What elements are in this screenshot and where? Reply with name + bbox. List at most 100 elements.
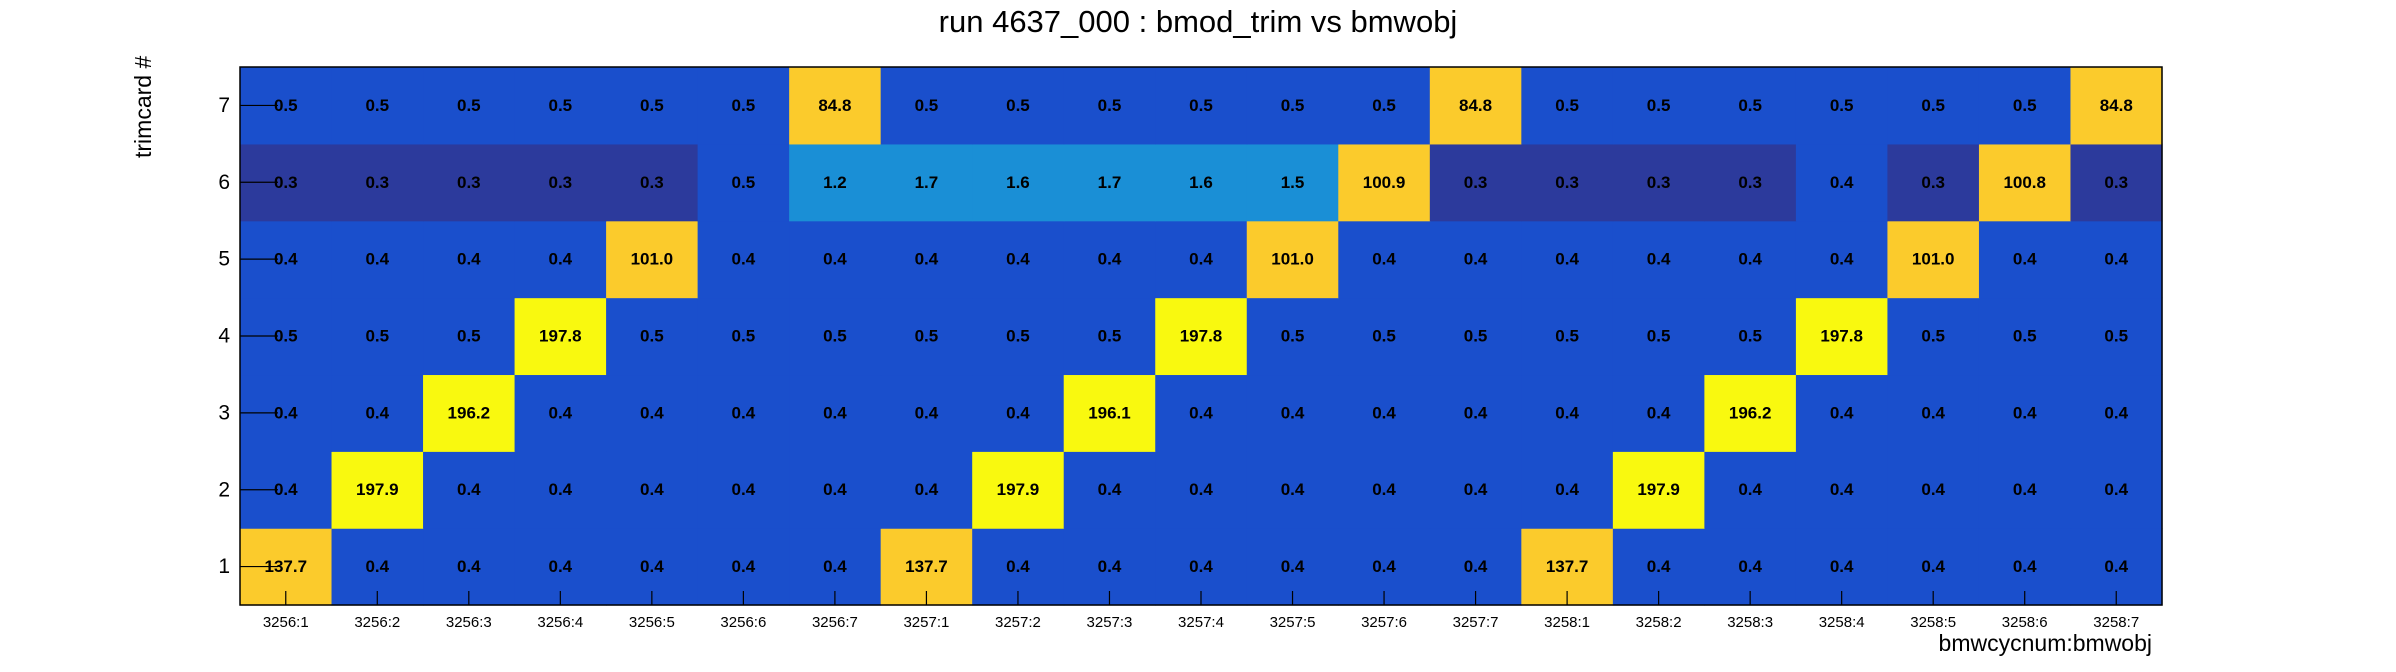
cell-value-label: 0.3 (457, 173, 481, 192)
cell-value-label: 0.3 (1464, 173, 1488, 192)
x-tick-label: 3256:4 (537, 614, 583, 631)
heatmap-cell (1338, 374, 1431, 452)
cell-value-label: 0.4 (1555, 250, 1579, 269)
heatmap-cell (423, 451, 516, 529)
heatmap-cell (606, 374, 699, 452)
cell-value-label: 101.0 (631, 250, 674, 269)
heatmap-cell (1795, 297, 1889, 376)
heatmap-cell (1978, 297, 2072, 376)
x-tick-label: 3257:5 (1270, 614, 1316, 631)
heatmap-cell (2070, 451, 2163, 529)
cell-value-label: 84.8 (818, 96, 851, 115)
cell-value-label: 0.4 (457, 250, 481, 269)
cell-value-label: 0.4 (2013, 250, 2037, 269)
heatmap-cell (331, 451, 424, 529)
heatmap-cell (1155, 143, 1248, 222)
heatmap-cell (1155, 67, 1248, 145)
x-tick-label: 3257:1 (903, 614, 949, 631)
heatmap-cell (972, 451, 1065, 529)
cell-value-label: 0.5 (640, 96, 664, 115)
cell-value-label: 0.4 (549, 480, 573, 499)
cell-value-label: 0.4 (1738, 250, 1762, 269)
cell-value-label: 0.4 (1738, 557, 1762, 576)
cell-value-label: 0.4 (1464, 250, 1488, 269)
cell-value-label: 0.4 (640, 480, 664, 499)
heatmap-cell (514, 297, 607, 376)
cell-value-label: 0.4 (1647, 403, 1671, 422)
cell-value-label: 0.4 (365, 250, 389, 269)
cell-value-label: 0.5 (1921, 96, 1945, 115)
cell-value-label: 0.5 (732, 326, 756, 345)
y-axis: 1 2 3 4 5 6 7 (218, 94, 278, 578)
cell-value-label: 0.5 (1647, 96, 1671, 115)
x-tick-label: 3256:6 (720, 614, 766, 631)
cell-value-label: 0.5 (1006, 96, 1030, 115)
cell-value-label: 101.0 (1912, 250, 1955, 269)
cell-value-label: 0.3 (1738, 173, 1762, 192)
cell-value-label: 0.4 (274, 403, 298, 422)
cell-value-label: 0.4 (457, 557, 481, 576)
heatmap-cell (1521, 143, 1614, 222)
cell-value-label: 0.4 (2104, 557, 2128, 576)
heatmap-cell (606, 451, 699, 529)
cell-value-label: 0.4 (2104, 250, 2128, 269)
cell-value-label: 0.4 (2013, 403, 2037, 422)
cell-value-label: 0.5 (2013, 326, 2037, 345)
heatmap-cell (1887, 451, 1980, 529)
y-tick-label: 7 (218, 94, 230, 117)
cell-value-label: 196.1 (1088, 403, 1131, 422)
cell-value-label: 0.4 (732, 557, 756, 576)
cell-value-label: 0.4 (1555, 480, 1579, 499)
cell-value-label: 0.4 (823, 250, 847, 269)
cell-value-label: 0.4 (1830, 173, 1854, 192)
cell-value-label: 0.4 (1830, 403, 1854, 422)
heatmap-cell (1063, 451, 1156, 529)
cell-value-label: 0.4 (1189, 557, 1213, 576)
cell-value-label: 0.4 (2104, 403, 2128, 422)
cell-value-label: 0.4 (732, 480, 756, 499)
heatmap-cell (1246, 143, 1339, 222)
heatmap-cell (423, 67, 516, 145)
heatmap-cell (606, 220, 699, 299)
chart-title: run 4637_000 : bmod_trim vs bmwobj (938, 4, 1458, 39)
heatmap-cell (1429, 220, 1522, 299)
cell-value-label: 197.8 (1180, 326, 1223, 345)
cell-value-label: 137.7 (905, 557, 948, 576)
cell-value-label: 0.4 (549, 557, 573, 576)
cell-value-label: 137.7 (1546, 557, 1589, 576)
y-tick-label: 3 (218, 401, 230, 424)
heatmap-cell (880, 451, 973, 529)
heatmap-cell (1429, 451, 1522, 529)
cell-value-label: 0.4 (1464, 480, 1488, 499)
cell-value-label: 0.4 (1464, 403, 1488, 422)
cell-value-label: 0.4 (1830, 557, 1854, 576)
heatmap-cell (1612, 374, 1705, 452)
cell-value-label: 0.4 (1830, 480, 1854, 499)
cell-value-label: 197.8 (1820, 326, 1863, 345)
cell-value-label: 0.4 (732, 403, 756, 422)
cell-value-label: 0.3 (1647, 173, 1671, 192)
heatmap-cell (606, 143, 699, 222)
heatmap-cell (1155, 297, 1248, 376)
heatmap-cell (1063, 143, 1156, 222)
heatmap-cell (1521, 67, 1614, 145)
y-tick-label: 4 (218, 325, 230, 348)
cell-value-label: 1.7 (915, 173, 939, 192)
cell-value-label: 0.4 (2013, 480, 2037, 499)
cell-value-label: 0.5 (2104, 326, 2128, 345)
heatmap-cell (1612, 220, 1705, 299)
cell-value-label: 0.4 (1372, 250, 1396, 269)
heatmap-cell (331, 374, 424, 452)
heatmap-cell (1887, 297, 1980, 376)
cell-value-label: 137.7 (264, 557, 307, 576)
cell-value-label: 0.4 (1281, 480, 1305, 499)
cell-value-label: 0.5 (915, 326, 939, 345)
heatmap-cell (972, 297, 1065, 376)
heatmap-cell (1338, 220, 1431, 299)
cell-value-label: 0.5 (915, 96, 939, 115)
x-axis-title: bmwcycnum:bmwobj (1939, 630, 2152, 656)
heatmap-cell (1978, 374, 2072, 452)
cell-value-label: 0.4 (365, 403, 389, 422)
cell-value-label: 84.8 (2100, 96, 2133, 115)
